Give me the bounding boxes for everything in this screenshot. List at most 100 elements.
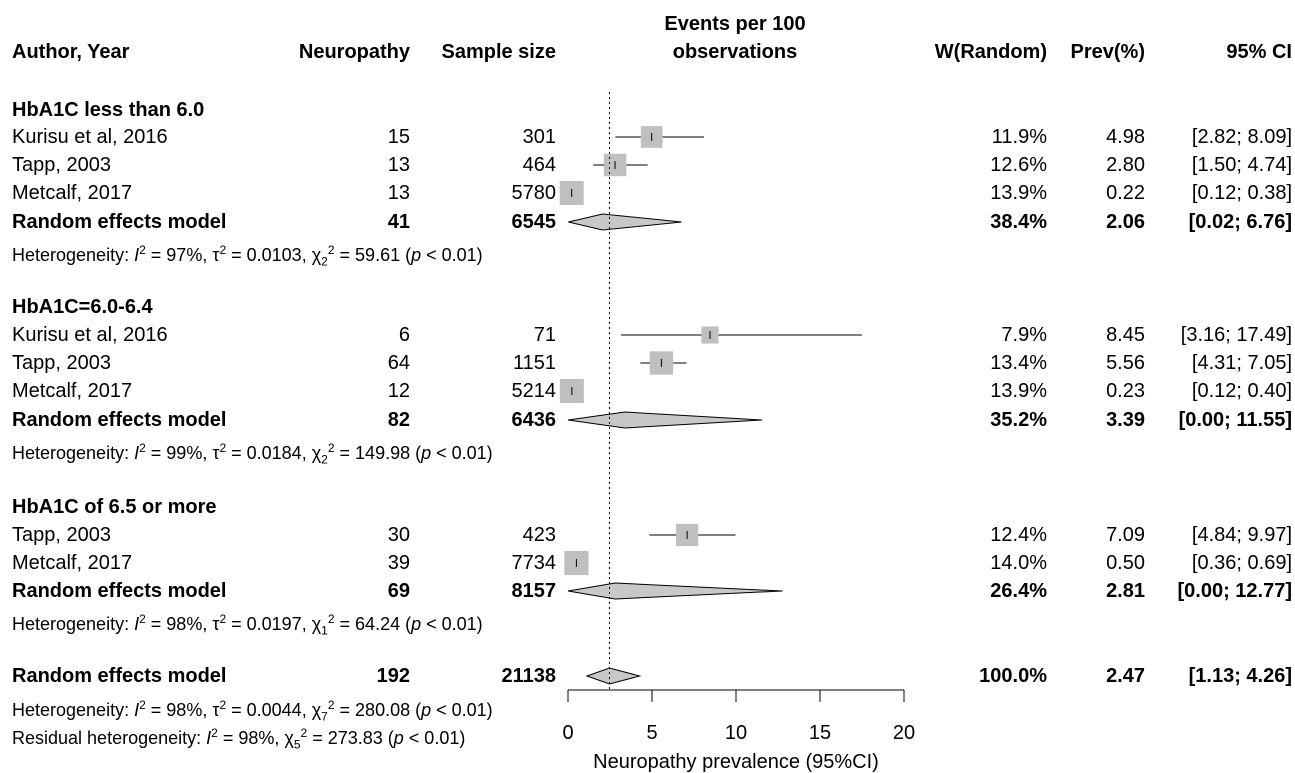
chart_data.groups.1.studies.1-sample-size: 1151 [512,352,556,374]
residual-heterogeneity: Residual heterogeneity: I2 = 98%, χ52 = … [12,726,466,752]
chart_data.groups.1.pooled-sample-size: 6436 [511,409,557,431]
chart_data.groups.1.studies.0-sample-size: 71 [533,324,556,346]
chart_data.groups.0.pooled-weight: 38.4% [990,211,1047,233]
group-title-1: HbA1C less than 6.0 [12,99,205,121]
chart_data.groups.1.studies.0-label: Kurisu et al, 2016 [12,324,168,346]
chart_data.groups.1.pooled-events: 82 [387,409,410,431]
chart_data.groups.1.studies.2-ci: [0.12; 0.40] [1191,380,1292,402]
chart_data.groups.2.studies.0-ci: [4.84; 9.97] [1191,524,1292,546]
chart_data.groups.2.studies.0-weight: 12.4% [990,524,1047,546]
header-plot-line2: observations [672,41,798,63]
chart_data.groups.0.studies.1-prev: 2.80 [1106,154,1145,176]
chart_data.groups.0.studies.2-events: 13 [387,182,410,204]
x-axis-label: Neuropathy prevalence (95%CI) [593,751,879,773]
chart_data.groups.0.studies.1-label: Tapp, 2003 [12,154,111,176]
chart_data.groups.1.studies.1-weight: 13.4% [990,352,1047,374]
chart_data.groups.1.studies.0-ci: [3.16; 17.49] [1180,324,1292,346]
chart_data.groups.0.studies.2-prev: 0.22 [1106,182,1145,204]
chart_data.groups.2.studies.0-label: Tapp, 2003 [12,524,111,546]
group-title-3: HbA1C of 6.5 or more [12,496,217,518]
chart_data.overall-weight: 100.0% [979,665,1047,687]
chart_data.groups.1.studies.1-prev: 5.56 [1106,352,1145,374]
chart_data.groups.0.studies.0-ci: [2.82; 8.09] [1191,126,1292,148]
chart_data.groups.1.studies.0-prev: 8.45 [1106,324,1145,346]
x-tick-label-0: 0 [562,722,573,744]
chart_data.groups.2.pooled-weight: 26.4% [990,580,1047,602]
chart_data.groups.2.studies.0-prev: 7.09 [1106,524,1145,546]
chart_data.groups.0.pooled-label: Random effects model [12,211,227,233]
header-prev: Prev(%) [1070,41,1145,63]
header-ci: 95% CI [1226,41,1292,63]
x-tick-label-15: 15 [809,722,831,744]
chart_data.groups.0.pooled-prev: 2.06 [1106,211,1145,233]
heterogeneity-2: Heterogeneity: I2 = 99%, τ2 = 0.0184, χ2… [12,441,493,467]
header-author: Author, Year [12,41,130,63]
chart_data.groups.1.studies.0-weight: 7.9% [1001,324,1047,346]
header-weight: W(Random) [934,41,1047,63]
header-sample-size: Sample size [441,41,556,63]
chart_data.groups.1.studies.1-events: 64 [387,352,410,374]
chart_data.groups.0.pooled-sample-size: 6545 [511,211,557,233]
header-events: Neuropathy [298,41,410,63]
pooled-2-diamond [567,411,763,429]
chart_data.groups.0.studies.2-label: Metcalf, 2017 [12,182,133,204]
chart_data.groups.0.studies.1-events: 13 [387,154,410,176]
chart_data.overall-events: 192 [376,665,410,687]
chart_data.groups.2.studies.1-label: Metcalf, 2017 [12,552,133,574]
chart_data.groups.0.studies.0-label: Kurisu et al, 2016 [12,126,168,148]
chart_data.groups.2.pooled-sample-size: 8157 [511,580,557,602]
chart_data.groups.2.pooled-ci: [0.00; 12.77] [1177,580,1292,602]
chart_data.groups.2.studies.1-sample-size: 7734 [511,552,557,574]
chart_data.groups.0.studies.1-ci: [1.50; 4.74] [1191,154,1292,176]
chart_data.overall-ci: [1.13; 4.26] [1188,665,1292,687]
x-tick-label-5: 5 [646,722,657,744]
chart_data.groups.1.studies.1-label: Tapp, 2003 [12,352,111,374]
chart_data.groups.1.studies.0-events: 6 [398,324,410,346]
chart_data.groups.0.studies.2-sample-size: 5780 [511,182,557,204]
chart_data.groups.2.studies.1-ci: [0.36; 0.69] [1191,552,1292,574]
chart_data.groups.1.studies.2-sample-size: 5214 [511,380,557,402]
chart_data.groups.2.studies.1-events: 39 [387,552,410,574]
chart_data.groups.1.pooled-weight: 35.2% [990,409,1047,431]
chart_data.groups.0.pooled-events: 41 [387,211,410,233]
heterogeneity-1: Heterogeneity: I2 = 97%, τ2 = 0.0103, χ2… [12,243,483,269]
pooled-1-diamond [568,213,682,231]
chart_data.groups.0.studies.2-ci: [0.12; 0.38] [1191,182,1292,204]
chart_data.groups.0.studies.2-weight: 13.9% [990,182,1047,204]
group-title-2: HbA1C=6.0-6.4 [12,296,153,318]
chart_data.groups.1.pooled-prev: 3.39 [1106,409,1145,431]
heterogeneity-overall: Heterogeneity: I2 = 98%, τ2 = 0.0044, χ7… [12,698,493,724]
chart_data.groups.1.pooled-ci: [0.00; 11.55] [1178,409,1292,431]
chart_data.groups.0.studies.1-sample-size: 464 [522,154,556,176]
chart_data.overall-label: Random effects model [12,665,227,687]
heterogeneity-3: Heterogeneity: I2 = 98%, τ2 = 0.0197, χ1… [12,612,483,638]
chart_data.groups.1.studies.2-label: Metcalf, 2017 [12,380,133,402]
chart_data.groups.0.studies.0-prev: 4.98 [1106,126,1145,148]
chart_data.groups.1.studies.2-events: 12 [387,380,410,402]
chart_data.groups.0.studies.0-events: 15 [387,126,410,148]
overall-diamond [585,667,642,685]
chart_data.groups.0.studies.1-weight: 12.6% [990,154,1047,176]
chart_data.groups.1.pooled-label: Random effects model [12,409,227,431]
header-plot-line1: Events per 100 [664,13,806,35]
chart_data.groups.2.pooled-label: Random effects model [12,580,227,602]
pooled-3-diamond [567,582,783,600]
x-tick-label-20: 20 [893,722,915,744]
chart_data.overall-sample-size: 21138 [501,665,556,687]
chart_data.groups.0.pooled-ci: [0.02; 6.76] [1188,211,1292,233]
chart_data.groups.2.pooled-events: 69 [387,580,410,602]
chart_data.groups.2.studies.0-events: 30 [387,524,410,546]
chart_data.groups.1.studies.2-weight: 13.9% [990,380,1047,402]
chart_data.groups.1.studies.2-prev: 0.23 [1106,380,1145,402]
chart_data.groups.2.studies.0-sample-size: 423 [522,524,556,546]
chart_data.groups.2.studies.1-prev: 0.50 [1106,552,1145,574]
chart_data.groups.2.pooled-prev: 2.81 [1106,580,1145,602]
chart_data.groups.0.studies.0-sample-size: 301 [522,126,556,148]
chart_data.groups.0.studies.0-weight: 11.9% [991,126,1047,148]
chart_data.groups.2.studies.1-weight: 14.0% [990,552,1047,574]
chart_data.overall-prev: 2.47 [1106,665,1145,687]
x-tick-label-10: 10 [725,722,747,744]
chart_data.groups.1.studies.1-ci: [4.31; 7.05] [1191,352,1292,374]
